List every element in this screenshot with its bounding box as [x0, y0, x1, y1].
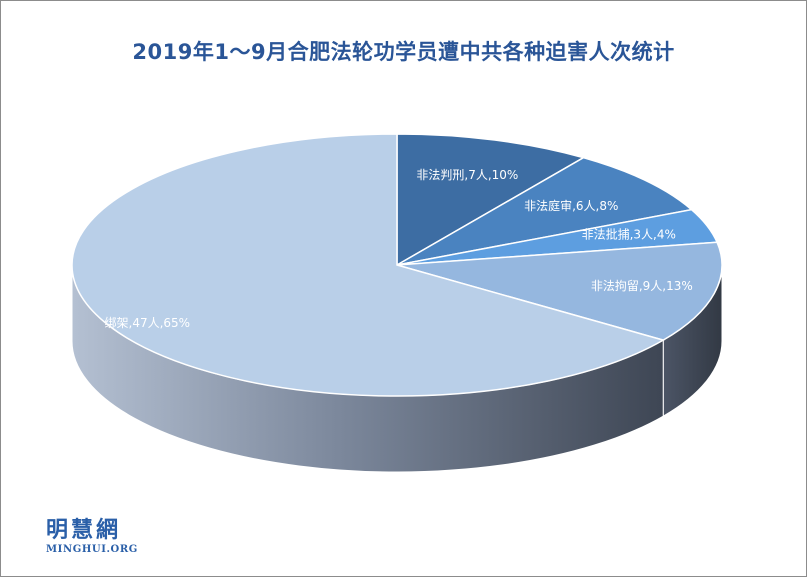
logo-text: 明慧網	[46, 517, 122, 543]
pie-slice-4	[396, 241, 723, 341]
chart-title: 2019年1～9月合肥法轮功学员遭中共各种迫害人次统计	[132, 40, 675, 64]
data-label-1: 非法判刑,7人,10%	[416, 168, 518, 182]
data-label-2: 非法庭审,6人,8%	[524, 198, 618, 213]
pie-slice-5	[71, 133, 666, 397]
data-label-3: 非法批捕,3人,4%	[582, 226, 676, 241]
pie-slice-1	[396, 133, 586, 267]
data-label-4: 非法拘留,9人,13%	[591, 279, 693, 293]
data-label-5: 绑架,47人,65%	[105, 316, 191, 330]
pie-slice-2	[396, 156, 694, 266]
minghui-logo: 明慧網 MINGHUI.ORG	[46, 518, 138, 555]
logo-subtext: MINGHUI.ORG	[46, 544, 138, 555]
